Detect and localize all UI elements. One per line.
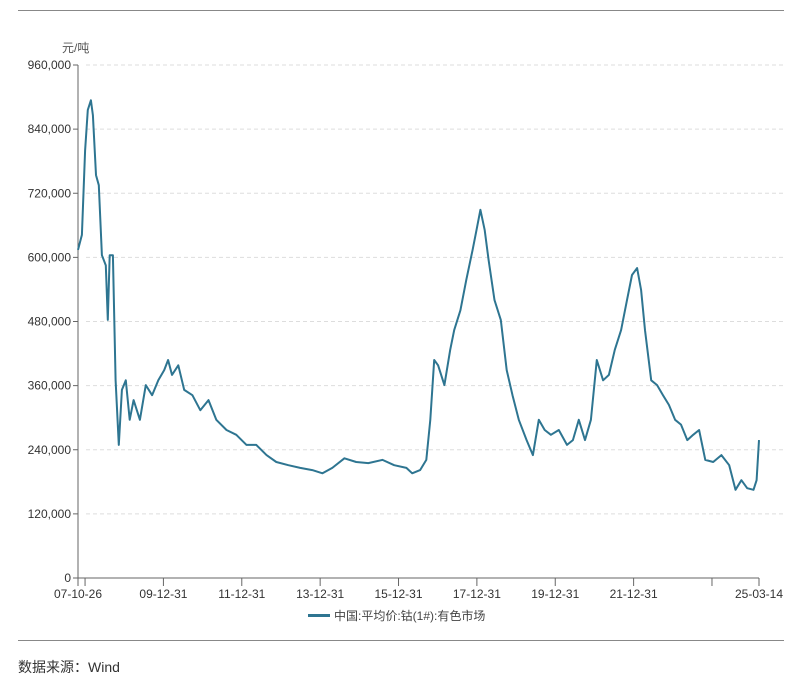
legend-swatch (308, 614, 330, 617)
x-tick-label: 25-03-14 (735, 587, 783, 601)
y-tick-label: 0 (64, 571, 71, 585)
price-line-series (77, 99, 760, 491)
y-tick-label: 360,000 (28, 379, 72, 393)
y-tick-label: 240,000 (28, 443, 72, 457)
line-chart: 0 120,000 240,000 360,000 480,000 600,000 720,… (28, 58, 785, 601)
y-tick-label: 960,000 (28, 58, 72, 72)
y-tick-label: 600,000 (28, 250, 72, 264)
y-tick-label: 120,000 (28, 507, 72, 521)
x-tick-label: 09-12-31 (139, 587, 187, 601)
legend-label: 中国:平均价:钴(1#):有色市场 (334, 609, 486, 623)
x-tick-label: 13-12-31 (296, 587, 344, 601)
data-source-note: 数据来源：Wind (18, 659, 120, 675)
x-tick-label: 07-10-26 (54, 587, 102, 601)
y-tick-label: 840,000 (28, 122, 72, 136)
x-tick-label: 19-12-31 (531, 587, 579, 601)
x-tick-label: 21-12-31 (610, 587, 658, 601)
y-axis-unit-label: 元/吨 (62, 41, 90, 55)
x-tick-label: 15-12-31 (374, 587, 422, 601)
top-divider (18, 10, 784, 11)
y-tick-label: 720,000 (28, 186, 72, 200)
bottom-divider (18, 640, 784, 641)
x-tick-label: 17-12-31 (453, 587, 501, 601)
legend[interactable]: 中国:平均价:钴(1#):有色市场 (308, 607, 485, 624)
x-tick-label: 11-12-31 (218, 587, 265, 601)
y-tick-label: 480,000 (28, 315, 72, 329)
